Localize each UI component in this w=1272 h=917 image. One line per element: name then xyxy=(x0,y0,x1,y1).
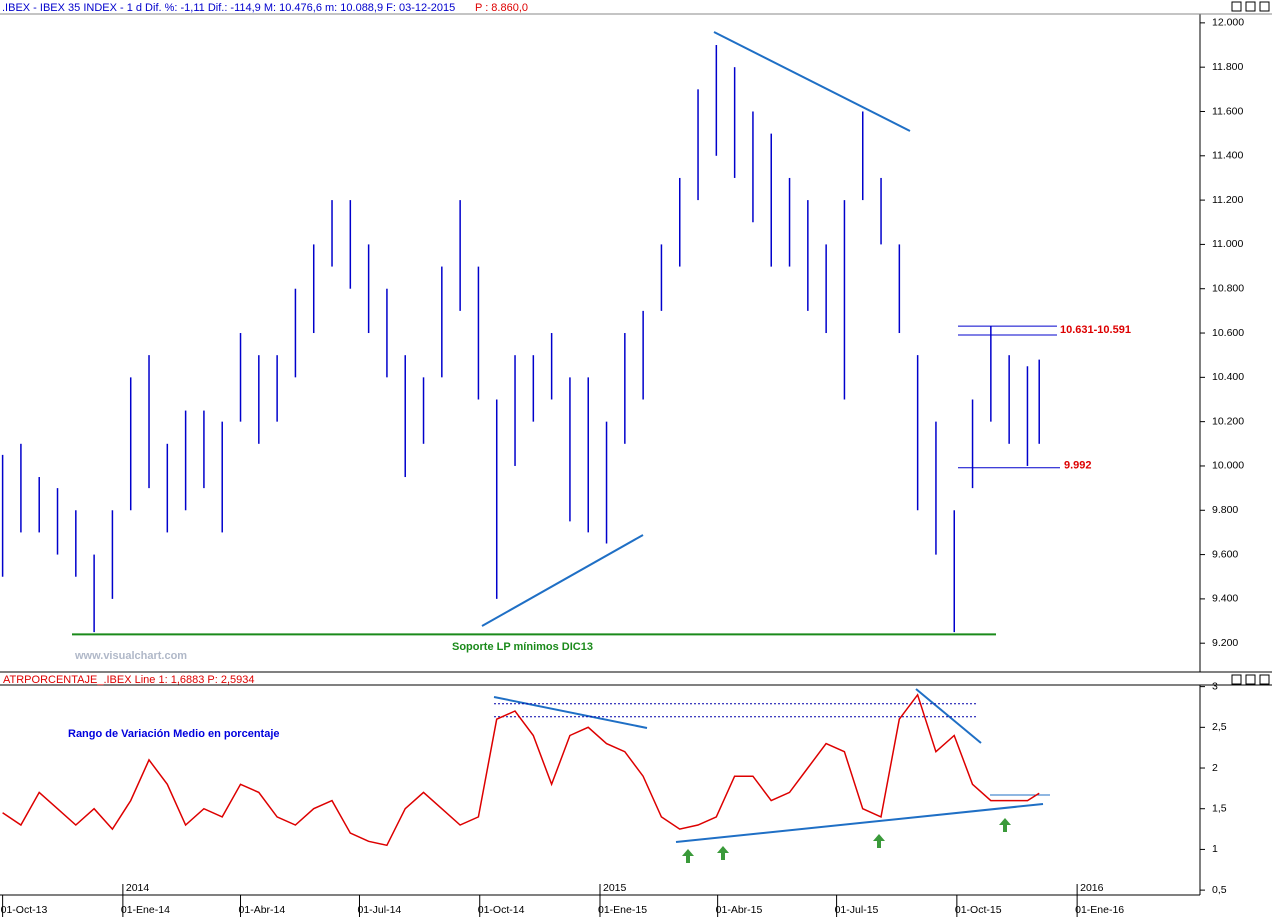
y-tick-label: 9.600 xyxy=(1212,548,1238,560)
x-tick-label: 01-Oct-15 xyxy=(955,904,1002,916)
close-button[interactable] xyxy=(1259,1,1270,12)
y-tick-label: 2 xyxy=(1212,762,1218,774)
y-tick-label: 2,5 xyxy=(1212,721,1227,733)
arrow xyxy=(873,834,885,848)
minimize-button[interactable] xyxy=(1231,1,1242,12)
trend-line xyxy=(713,31,911,132)
arrows xyxy=(682,818,1011,863)
y-tick-label: 3 xyxy=(1212,680,1218,692)
x-tick-label: 01-Abr-15 xyxy=(716,904,763,916)
y-tick-label: 1 xyxy=(1212,843,1218,855)
y-tick-label: 10.400 xyxy=(1212,371,1244,383)
annotation: Rango de Variación Medio en porcentaje xyxy=(68,728,280,740)
y-tick-label: 10.200 xyxy=(1212,415,1244,427)
trend-line xyxy=(675,803,1044,843)
x-tick-label: 01-Oct-14 xyxy=(478,904,525,916)
trend-line xyxy=(915,688,982,744)
y-tick-label: 10.600 xyxy=(1212,327,1244,339)
support-label: Soporte LP mínimos DIC13 xyxy=(452,641,593,653)
y-tick-label: 11.400 xyxy=(1212,150,1243,162)
close-button[interactable] xyxy=(1259,674,1270,685)
x-tick-label: 01-Abr-14 xyxy=(239,904,286,916)
watermark: www.visualchart.com xyxy=(74,650,187,662)
x-tick-label: 01-Jul-14 xyxy=(357,904,401,916)
year-label: 2015 xyxy=(603,882,627,894)
window-buttons[interactable] xyxy=(1231,1,1270,685)
y-tick-label: 11.200 xyxy=(1212,194,1243,206)
arrow xyxy=(999,818,1011,832)
y-tick-label: 1,5 xyxy=(1212,803,1227,815)
arrow xyxy=(717,846,729,860)
year-label: 2016 xyxy=(1080,882,1104,894)
y-tick-label: 10.000 xyxy=(1212,460,1244,472)
x-tick-label: 01-Ene-15 xyxy=(598,904,647,916)
y-tick-label: 12.000 xyxy=(1212,17,1244,29)
y-tick-label: 10.800 xyxy=(1212,283,1244,295)
y-tick-label: 11.600 xyxy=(1212,105,1243,117)
minimize-button[interactable] xyxy=(1231,674,1242,685)
x-tick-label: 01-Jul-15 xyxy=(835,904,879,916)
trend-line xyxy=(493,696,648,729)
header-price: P : 8.860,0 xyxy=(475,2,528,14)
y-tick-label: 9.200 xyxy=(1212,637,1238,649)
atr-line xyxy=(2,693,1040,847)
y-tick-label: 11.000 xyxy=(1212,238,1243,250)
arrow xyxy=(682,849,694,863)
resistance-label: 10.631-10.591 xyxy=(1060,324,1131,336)
x-tick-label: 01-Oct-13 xyxy=(1,904,48,916)
y-tick-label: 11.800 xyxy=(1212,61,1243,73)
y-tick-label: 9.800 xyxy=(1212,504,1238,516)
x-tick-label: 01-Ene-16 xyxy=(1075,904,1124,916)
panel-title: ATRPORCENTAJE_.IBEX Line 1: 1,6883 P: 2,… xyxy=(3,674,255,686)
trend-line xyxy=(481,534,644,627)
year-label: 2014 xyxy=(126,882,150,894)
x-tick-label: 01-Ene-14 xyxy=(121,904,170,916)
y-tick-label: 0,5 xyxy=(1212,884,1227,896)
header-title: .IBEX - IBEX 35 INDEX - 1 d Dif. %: -1,1… xyxy=(2,2,455,14)
y-tick-label: 9.400 xyxy=(1212,593,1238,605)
maximize-button[interactable] xyxy=(1245,674,1256,685)
maximize-button[interactable] xyxy=(1245,1,1256,12)
support-label: 9.992 xyxy=(1064,460,1092,472)
